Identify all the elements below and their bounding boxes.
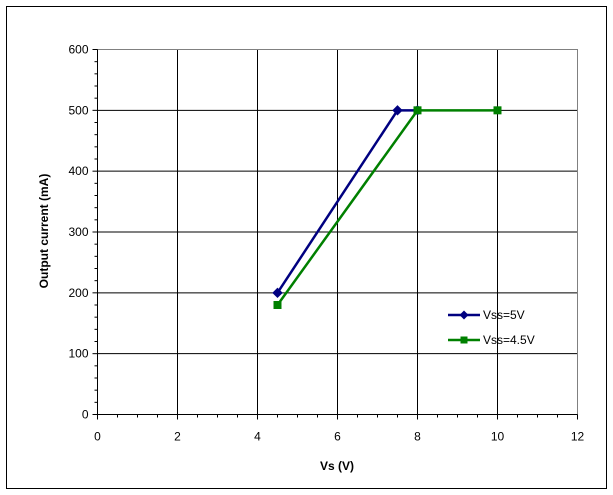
x-tick-label: 8: [414, 430, 421, 444]
y-tick-label: 400: [68, 164, 88, 178]
x-axis-title: Vs (V): [320, 459, 354, 473]
legend-marker-0: [459, 310, 469, 320]
x-tick-label: 2: [174, 430, 181, 444]
series: [272, 105, 502, 309]
data-point-square: [273, 301, 282, 309]
legend-label-0: Vss=5V: [483, 308, 525, 322]
y-axis-title: Output current (mA): [37, 174, 51, 289]
x-tick-label: 10: [491, 430, 505, 444]
y-tick-label: 0: [82, 408, 89, 422]
legend: Vss=5V Vss=4.5V: [448, 308, 535, 347]
x-tick-label: 6: [334, 430, 341, 444]
data-point-diamond: [392, 105, 403, 116]
data-point-square: [413, 106, 422, 115]
legend-label-1: Vss=4.5V: [483, 333, 535, 347]
legend-marker-1: [460, 336, 468, 344]
x-tick-label: 4: [254, 430, 261, 444]
axes: 0 2 4 6 8 10 12 0 100 200 300 400 500 600: [68, 43, 584, 444]
y-tick-label: 100: [68, 347, 88, 361]
y-tick-label: 300: [68, 225, 88, 239]
grid: [97, 49, 578, 415]
y-tick-label: 600: [68, 43, 88, 57]
x-tick-label: 0: [94, 430, 101, 444]
x-tick-label: 12: [571, 430, 585, 444]
y-tick-label: 500: [68, 103, 88, 117]
data-point-diamond: [272, 287, 283, 299]
y-tick-label: 200: [68, 286, 88, 300]
data-point-square: [493, 106, 502, 115]
